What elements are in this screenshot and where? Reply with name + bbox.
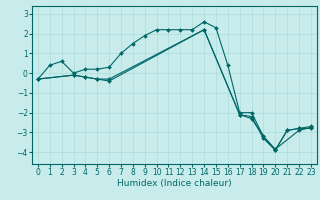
X-axis label: Humidex (Indice chaleur): Humidex (Indice chaleur) [117,179,232,188]
